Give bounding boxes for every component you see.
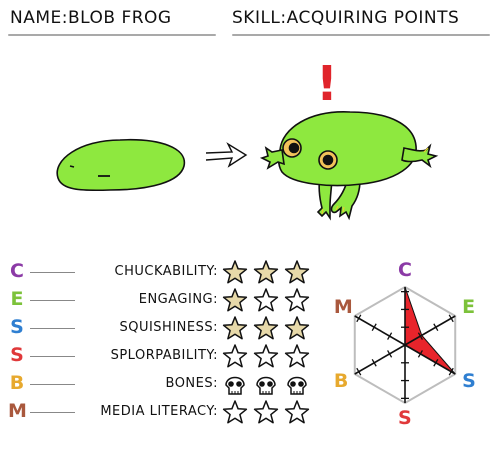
stat-leader-line	[30, 412, 75, 413]
radar-tick	[371, 323, 377, 332]
stat-leader-line	[30, 300, 75, 301]
exclamation-mark: !	[316, 56, 338, 112]
name-value: BLOB FROG	[67, 8, 172, 28]
stat-letter: S	[10, 316, 24, 338]
arrow-right-icon	[205, 142, 248, 168]
star-empty-icon	[284, 344, 310, 368]
radar-chart	[353, 285, 457, 405]
star-filled-icon	[284, 316, 310, 340]
radar-axis-label: B	[333, 370, 349, 392]
radar-axis	[404, 344, 456, 375]
star-filled-icon	[253, 260, 279, 284]
skill-label: SKILL:	[232, 8, 287, 28]
stat-rating	[225, 376, 307, 395]
radar-tick	[356, 367, 362, 376]
skull-icon	[287, 376, 307, 395]
star-empty-icon	[253, 400, 279, 424]
star-empty-icon	[284, 288, 310, 312]
star-filled-icon	[284, 260, 310, 284]
radar-tick	[417, 350, 423, 358]
star-empty-icon	[222, 400, 248, 424]
stat-leader-line	[30, 356, 75, 357]
skull-icon	[256, 376, 276, 395]
stat-label: SQUISHINESS:	[119, 320, 218, 335]
radar-tick	[448, 367, 454, 376]
radar-tick	[356, 314, 362, 323]
stat-letter: S	[10, 344, 24, 366]
radar-tick	[448, 314, 454, 323]
skill-underline	[232, 34, 490, 36]
radar-axis-label: C	[398, 259, 412, 281]
stat-label: ENGAGING:	[138, 292, 218, 307]
stat-label: MEDIA LITERACY:	[100, 404, 218, 419]
stat-rating	[222, 288, 310, 312]
star-filled-icon	[222, 260, 248, 284]
name-underline	[8, 34, 216, 36]
name-field: NAME:BLOB FROG	[10, 8, 172, 28]
star-filled-icon	[253, 316, 279, 340]
radar-axis	[354, 344, 406, 375]
radar-tick	[433, 358, 439, 367]
stat-rating	[222, 400, 310, 424]
skull-icon	[225, 376, 245, 395]
radar-axis-label: S	[398, 407, 412, 429]
star-empty-icon	[222, 344, 248, 368]
skill-value: ACQUIRING POINTS	[286, 8, 460, 28]
stat-leader-line	[30, 328, 75, 329]
radar-tick	[371, 358, 377, 367]
stat-label: CHUCKABILITY:	[114, 264, 218, 279]
radar-axis	[354, 315, 406, 346]
radar-tick	[387, 350, 393, 358]
star-empty-icon	[284, 400, 310, 424]
stat-leader-line	[30, 384, 75, 385]
illustration: !	[56, 56, 439, 221]
stat-letter: B	[9, 372, 25, 394]
radar-axis	[404, 315, 456, 346]
stat-rating	[222, 344, 310, 368]
skill-field: SKILL:ACQUIRING POINTS	[232, 8, 459, 28]
frog-icon	[259, 111, 439, 221]
star-filled-icon	[222, 288, 248, 312]
radar-axis-label: E	[462, 296, 476, 318]
stat-leader-line	[30, 272, 75, 273]
star-filled-icon	[222, 316, 248, 340]
star-empty-icon	[253, 344, 279, 368]
stat-letter: E	[10, 288, 24, 310]
stat-letter: M	[8, 400, 27, 422]
star-empty-icon	[253, 288, 279, 312]
name-label: NAME:	[10, 8, 68, 28]
radar-axis-label: M	[333, 296, 353, 318]
stat-label: BONES:	[165, 376, 218, 391]
stat-rating	[222, 316, 310, 340]
radar-tick	[417, 332, 423, 340]
radar-tick	[387, 332, 393, 340]
stat-label: SPLORPABILITY:	[110, 348, 218, 363]
radar-tick	[433, 323, 439, 332]
stat-rating	[222, 260, 310, 284]
blob-icon	[56, 138, 186, 192]
radar-axis-label: S	[462, 370, 476, 392]
stat-letter: C	[10, 260, 24, 282]
